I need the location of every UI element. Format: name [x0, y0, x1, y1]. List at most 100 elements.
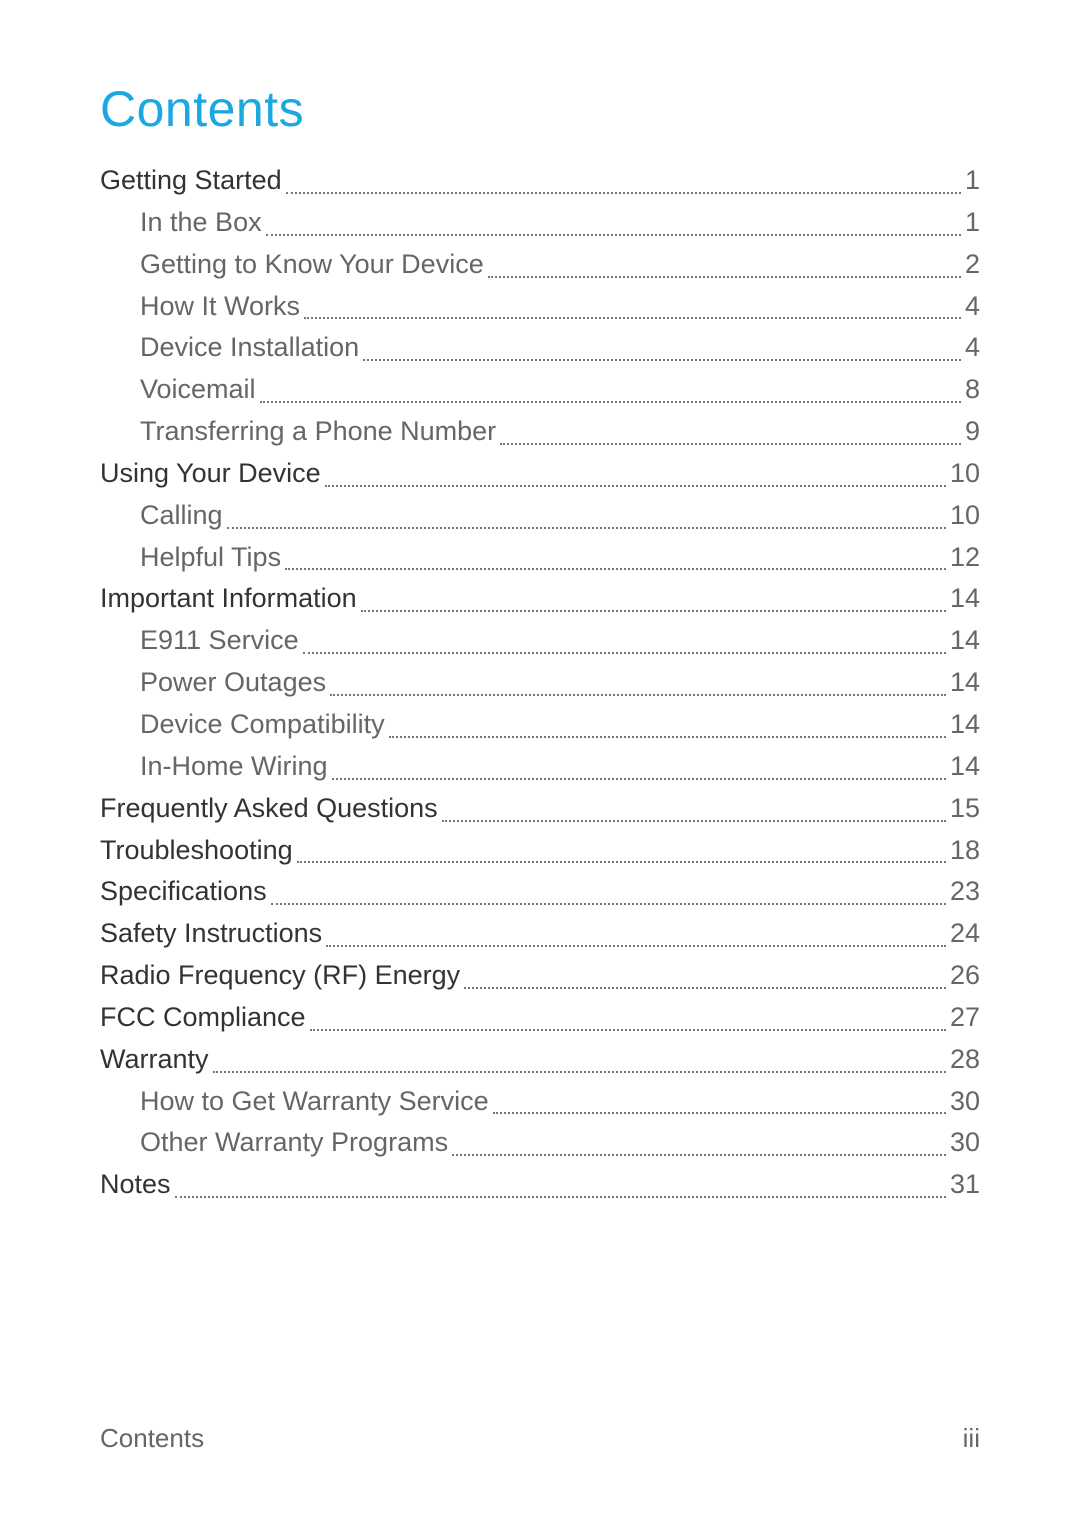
toc-label: Other Warranty Programs	[140, 1122, 448, 1164]
toc-row: Device Compatibility 14	[100, 704, 980, 746]
toc-leader	[271, 903, 946, 905]
toc-page-number: 15	[950, 788, 980, 830]
toc-leader	[260, 401, 961, 403]
toc-row: Warranty 28	[100, 1039, 980, 1081]
toc-leader	[303, 652, 946, 654]
toc-leader	[227, 527, 946, 529]
toc-label: Helpful Tips	[140, 537, 281, 579]
toc-label: Radio Frequency (RF) Energy	[100, 955, 460, 997]
toc-label: How It Works	[140, 286, 300, 328]
toc-label: Troubleshooting	[100, 830, 293, 872]
toc-row: Notes 31	[100, 1164, 980, 1206]
toc-page-number: 14	[950, 620, 980, 662]
toc-label: Warranty	[100, 1039, 209, 1081]
toc-row: Getting to Know Your Device 2	[100, 244, 980, 286]
toc-row: E911 Service 14	[100, 620, 980, 662]
toc-page-number: 10	[950, 495, 980, 537]
toc-leader	[332, 778, 946, 780]
toc-label: Safety Instructions	[100, 913, 322, 955]
toc-row: Voicemail 8	[100, 369, 980, 411]
toc-row: Safety Instructions24	[100, 913, 980, 955]
toc-label: Notes	[100, 1164, 171, 1206]
toc-row: Getting Started1	[100, 160, 980, 202]
toc-label: Power Outages	[140, 662, 326, 704]
toc-label: Calling	[140, 495, 223, 537]
page-title: Contents	[100, 80, 980, 138]
toc-row: Specifications 23	[100, 871, 980, 913]
toc-label: Frequently Asked Questions	[100, 788, 438, 830]
toc-page-number: 14	[950, 746, 980, 788]
toc-leader	[330, 694, 946, 696]
toc-label: Device Installation	[140, 327, 359, 369]
toc-page-number: 30	[950, 1122, 980, 1164]
toc-label: E911 Service	[140, 620, 299, 662]
toc-leader	[363, 359, 961, 361]
toc-leader	[266, 234, 961, 236]
toc-page-number: 28	[950, 1039, 980, 1081]
toc-row: Other Warranty Programs 30	[100, 1122, 980, 1164]
toc-leader	[464, 987, 946, 989]
toc-leader	[175, 1196, 946, 1198]
toc-page-number: 12	[950, 537, 980, 579]
toc-row: How It Works 4	[100, 286, 980, 328]
table-of-contents: Getting Started1In the Box1Getting to Kn…	[100, 160, 980, 1206]
toc-leader	[361, 610, 946, 612]
toc-label: Transferring a Phone Number	[140, 411, 496, 453]
toc-label: In the Box	[140, 202, 262, 244]
toc-page-number: 18	[950, 830, 980, 872]
toc-label: Getting Started	[100, 160, 282, 202]
toc-page-number: 14	[950, 578, 980, 620]
toc-row: FCC Compliance 27	[100, 997, 980, 1039]
toc-leader	[325, 485, 946, 487]
footer-page-number: iii	[963, 1423, 980, 1454]
page-footer: Contents iii	[100, 1423, 980, 1454]
toc-label: How to Get Warranty Service	[140, 1081, 489, 1123]
toc-label: Device Compatibility	[140, 704, 385, 746]
toc-row: Transferring a Phone Number 9	[100, 411, 980, 453]
toc-leader	[493, 1112, 946, 1114]
toc-page-number: 26	[950, 955, 980, 997]
toc-label: Specifications	[100, 871, 267, 913]
toc-row: Frequently Asked Questions 15	[100, 788, 980, 830]
page: Contents Getting Started1In the Box1Gett…	[0, 0, 1080, 1524]
toc-leader	[452, 1154, 946, 1156]
toc-label: In-Home Wiring	[140, 746, 328, 788]
toc-label: FCC Compliance	[100, 997, 306, 1039]
toc-page-number: 2	[965, 244, 980, 286]
toc-leader	[488, 276, 961, 278]
toc-page-number: 14	[950, 704, 980, 746]
toc-page-number: 14	[950, 662, 980, 704]
toc-row: Power Outages 14	[100, 662, 980, 704]
toc-page-number: 4	[965, 327, 980, 369]
toc-row: Calling 10	[100, 495, 980, 537]
toc-row: Important Information14	[100, 578, 980, 620]
toc-leader	[286, 192, 961, 194]
toc-label: Voicemail	[140, 369, 256, 411]
toc-page-number: 10	[950, 453, 980, 495]
toc-page-number: 27	[950, 997, 980, 1039]
toc-row: Device Installation 4	[100, 327, 980, 369]
toc-page-number: 8	[965, 369, 980, 411]
toc-page-number: 9	[965, 411, 980, 453]
toc-leader	[442, 820, 946, 822]
toc-leader	[297, 861, 946, 863]
toc-leader	[326, 945, 946, 947]
toc-page-number: 30	[950, 1081, 980, 1123]
toc-label: Getting to Know Your Device	[140, 244, 484, 286]
toc-label: Using Your Device	[100, 453, 321, 495]
toc-page-number: 23	[950, 871, 980, 913]
toc-page-number: 4	[965, 286, 980, 328]
toc-leader	[500, 443, 961, 445]
toc-leader	[304, 317, 961, 319]
toc-row: In the Box 1	[100, 202, 980, 244]
toc-page-number: 1	[965, 202, 980, 244]
toc-row: Radio Frequency (RF) Energy 26	[100, 955, 980, 997]
toc-row: Helpful Tips 12	[100, 537, 980, 579]
toc-page-number: 31	[950, 1164, 980, 1206]
toc-row: How to Get Warranty Service 30	[100, 1081, 980, 1123]
toc-leader	[213, 1071, 946, 1073]
toc-leader	[310, 1029, 946, 1031]
toc-row: Using Your Device 10	[100, 453, 980, 495]
toc-leader	[389, 736, 946, 738]
toc-row: In-Home Wiring 14	[100, 746, 980, 788]
